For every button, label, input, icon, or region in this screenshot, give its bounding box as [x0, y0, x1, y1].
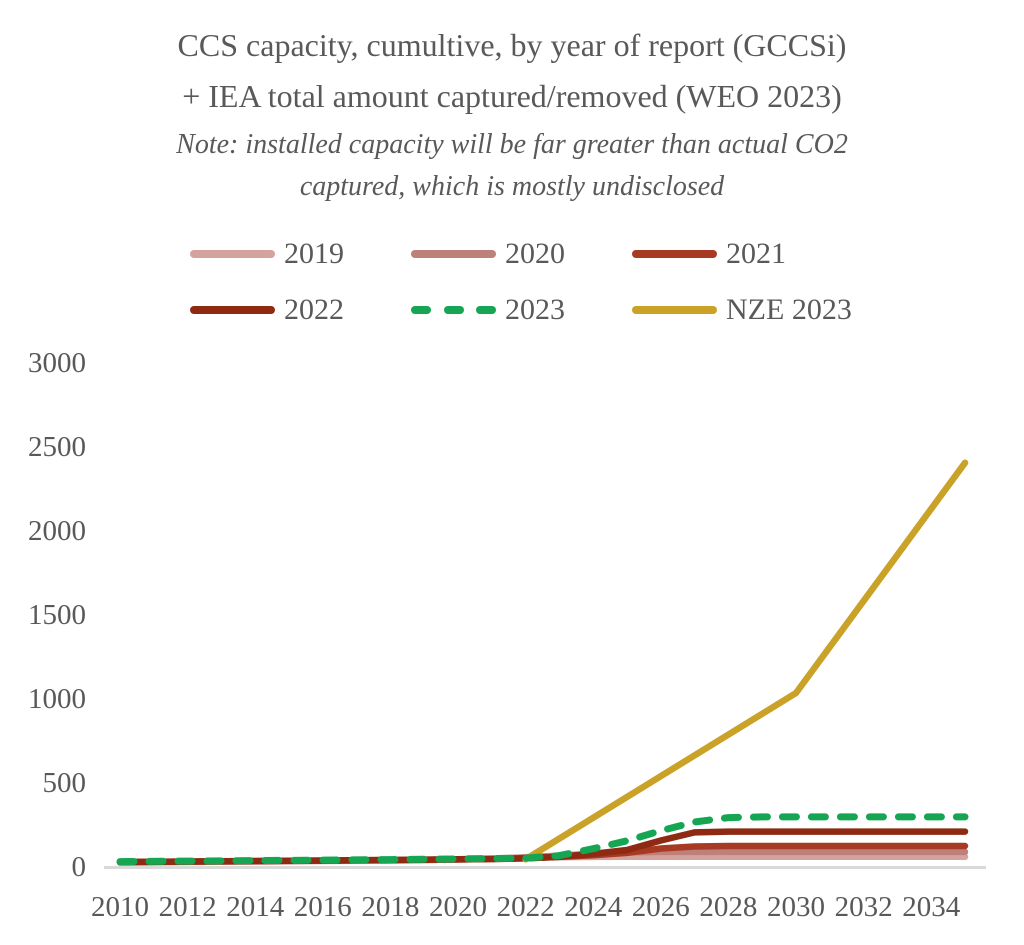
x-axis-tick-label: 2014 [226, 891, 285, 923]
legend-label-2023: 2023 [505, 293, 565, 326]
y-axis-tick-label: 1000 [28, 683, 86, 715]
y-axis-tick-label: 2000 [28, 515, 86, 547]
chart-title-line-2: + IEA total amount captured/removed (WEO… [182, 78, 842, 114]
legend-item-2022: 2022 [190, 293, 411, 327]
x-axis-tick-label: 2024 [564, 891, 623, 923]
legend-swatch-2022 [190, 306, 275, 314]
legend-swatch-2020 [411, 250, 496, 258]
series-line-nze-2023 [522, 459, 969, 863]
y-axis-tick-label: 3000 [28, 347, 86, 379]
legend: 2019 2020 2021 2022 2023 NZE 2023 [190, 226, 892, 338]
legend-item-2023: 2023 [411, 293, 632, 327]
y-axis-tick-label: 2500 [28, 431, 86, 463]
legend-label-nze-2023: NZE 2023 [726, 293, 852, 326]
x-axis-tick-label: 2032 [835, 891, 893, 923]
x-axis-tick-label: 2018 [361, 891, 419, 923]
x-axis-tick-label: 2022 [497, 891, 555, 923]
x-axis-tick-label: 2012 [159, 891, 217, 923]
x-axis-tick-label: 2020 [429, 891, 487, 923]
legend-item-2019: 2019 [190, 237, 411, 271]
chart-title-line-1: CCS capacity, cumultive, by year of repo… [177, 27, 847, 63]
legend-swatch-2021 [632, 250, 717, 258]
x-axis-tick-label: 2026 [632, 891, 690, 923]
x-axis-tick-label: 2034 [902, 891, 961, 923]
legend-label-2020: 2020 [505, 237, 565, 270]
legend-item-nze-2023: NZE 2023 [632, 293, 892, 327]
chart-note-line-2: captured, which is mostly undisclosed [299, 171, 725, 202]
x-axis-tick-label: 2016 [294, 891, 352, 923]
legend-label-2022: 2022 [284, 293, 344, 326]
legend-label-2021: 2021 [726, 237, 786, 270]
legend-swatch-nze-2023 [632, 306, 717, 314]
legend-swatch-2019 [190, 250, 275, 258]
legend-item-2020: 2020 [411, 237, 632, 271]
legend-item-2021: 2021 [632, 237, 892, 271]
chart-note-line-1: Note: installed capacity will be far gre… [176, 129, 848, 160]
x-axis-tick-label: 2030 [767, 891, 825, 923]
legend-swatch-2023 [411, 306, 496, 314]
y-axis-tick-label: 500 [43, 767, 87, 799]
y-axis-tick-label: 0 [72, 851, 87, 883]
x-axis-tick-label: 2028 [699, 891, 757, 923]
x-axis-tick-label: 2010 [91, 891, 149, 923]
legend-label-2019: 2019 [284, 237, 344, 270]
y-axis-tick-label: 1500 [28, 599, 86, 631]
